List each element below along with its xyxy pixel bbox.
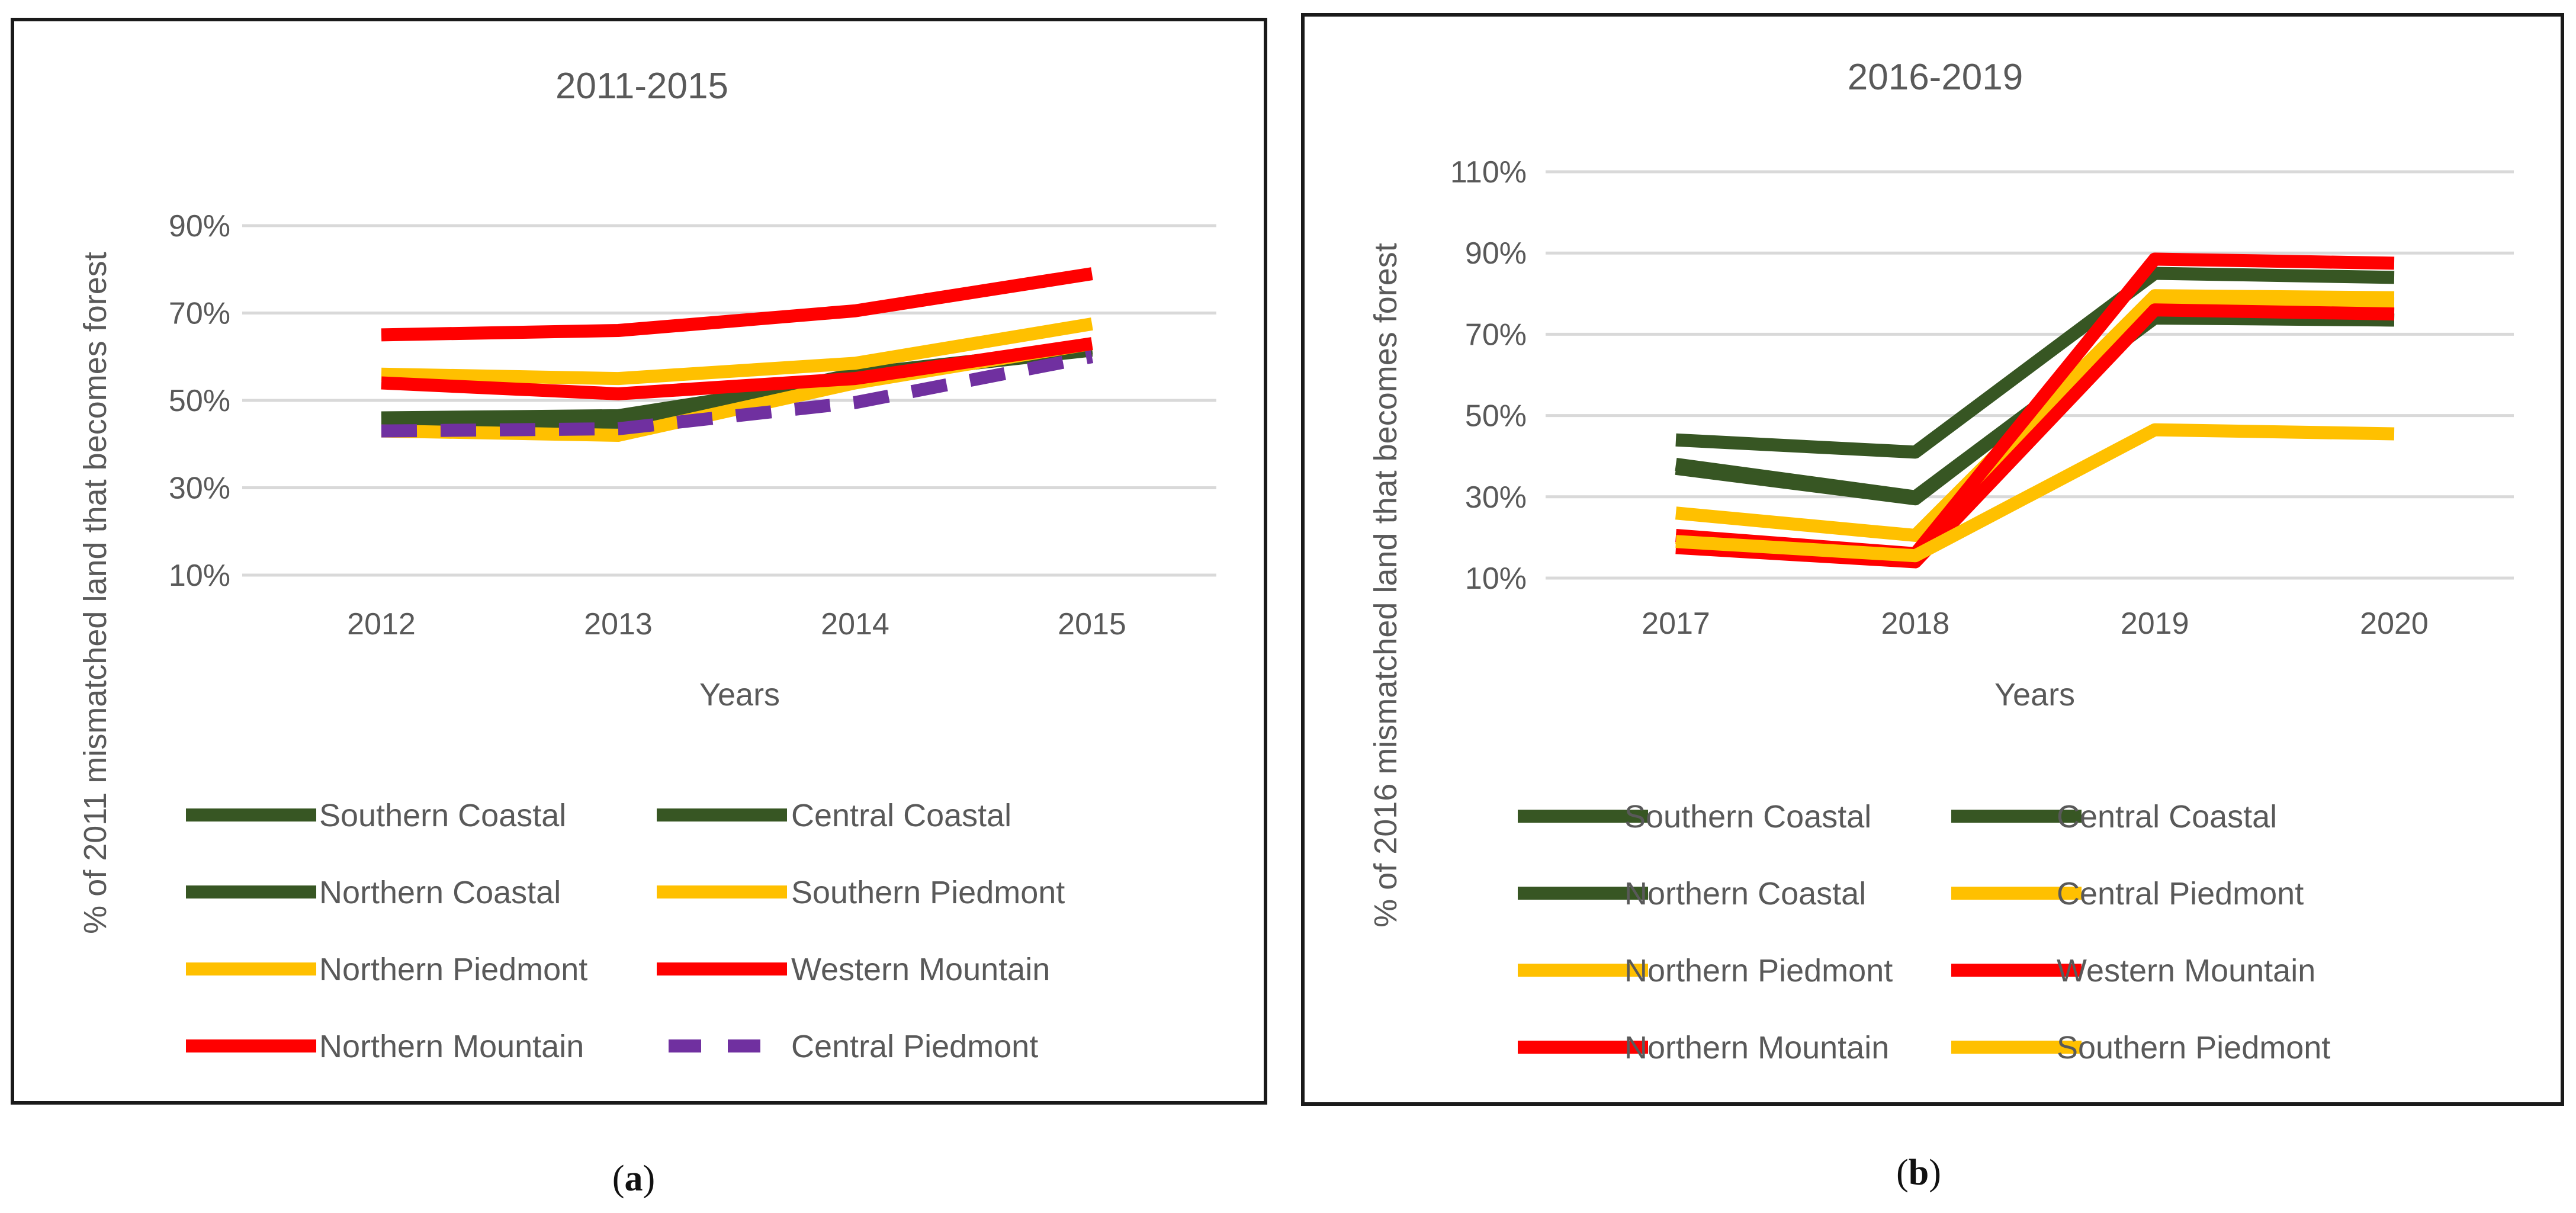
legend-label: Northern Piedmont [1624,953,1893,989]
y-tick-label: 70% [169,297,230,331]
legend-label: Southern Piedmont [791,875,1065,910]
x-tick-label: 2012 [347,607,416,641]
legend-label: Western Mountain [791,952,1050,987]
legend-label: Northern Mountain [319,1029,584,1064]
x-tick-label: 2017 [1642,606,1710,641]
legend-label: Northern Coastal [319,875,561,910]
y-axis-label: % of 2011 mismatched land that becomes f… [78,252,113,934]
legend-label: Central Coastal [791,798,1011,833]
legend-label: Southern Coastal [319,798,566,833]
series-line-northern-piedmont [381,317,1093,386]
x-tick-label: 2020 [2360,606,2429,641]
x-tick-label: 2018 [1881,606,1949,641]
legend-label: Central Piedmont [791,1029,1038,1064]
y-tick-label: 30% [169,471,230,506]
series-line-central-piedmont [381,350,1094,438]
chart-panel-a: 2011-2015 10% 30% 50% 70% 90% 2012 2013 2014 2015… [11,18,1267,1105]
chart-b-svg: 2016-2019 10% 30% 50% 70% 90% 110% 2017 2018 2019… [1368,57,2514,1066]
series-line-western-mountain [381,267,1093,342]
legend-label: Northern Mountain [1624,1030,1889,1066]
chart-b-title: 2016-2019 [1848,57,2023,98]
legend-label: Northern Coastal [1624,876,1866,912]
legend-label: Western Mountain [2057,953,2315,989]
y-tick-label: 50% [1465,399,1527,434]
legend-label: Northern Piedmont [319,952,587,987]
y-tick-label: 50% [169,384,230,418]
subfigure-label-a: (a) [612,1159,656,1199]
chart-panel-b: 2016-2019 10% 30% 50% 70% 90% 110% 2017 2018 2019… [1301,13,2564,1106]
y-tick-label: 110% [1450,155,1527,190]
x-tick-label: 2014 [821,607,889,641]
legend-label: Southern Piedmont [2057,1030,2330,1066]
y-tick-label: 90% [169,209,230,243]
legend-label: Southern Coastal [1624,799,1871,835]
x-tick-label: 2013 [584,607,653,641]
series-line-southern-piedmont [1675,423,2395,563]
subfigure-label-b: (b) [1896,1153,1941,1193]
x-tick-label: 2019 [2121,606,2189,641]
chart-a-svg: 2011-2015 10% 30% 50% 70% 90% 2012 2013 2014 2015… [78,66,1216,1064]
x-axis-label: Years [699,677,780,713]
legend-label: Central Piedmont [2057,876,2304,912]
legend-label: Central Coastal [2057,799,2277,835]
y-tick-label: 10% [169,559,230,593]
series-line-southern-coastal [1675,267,2395,459]
chart-a-title: 2011-2015 [555,66,728,107]
y-tick-label: 90% [1465,236,1527,271]
x-axis-label: Years [1994,677,2075,713]
y-tick-label: 70% [1465,317,1527,352]
y-tick-label: 10% [1465,561,1527,596]
y-axis-label: % of 2016 mismatched land that becomes f… [1368,243,1403,928]
x-tick-label: 2015 [1058,607,1126,641]
y-tick-label: 30% [1465,480,1527,515]
series-line-northern-mountain [381,337,1093,400]
